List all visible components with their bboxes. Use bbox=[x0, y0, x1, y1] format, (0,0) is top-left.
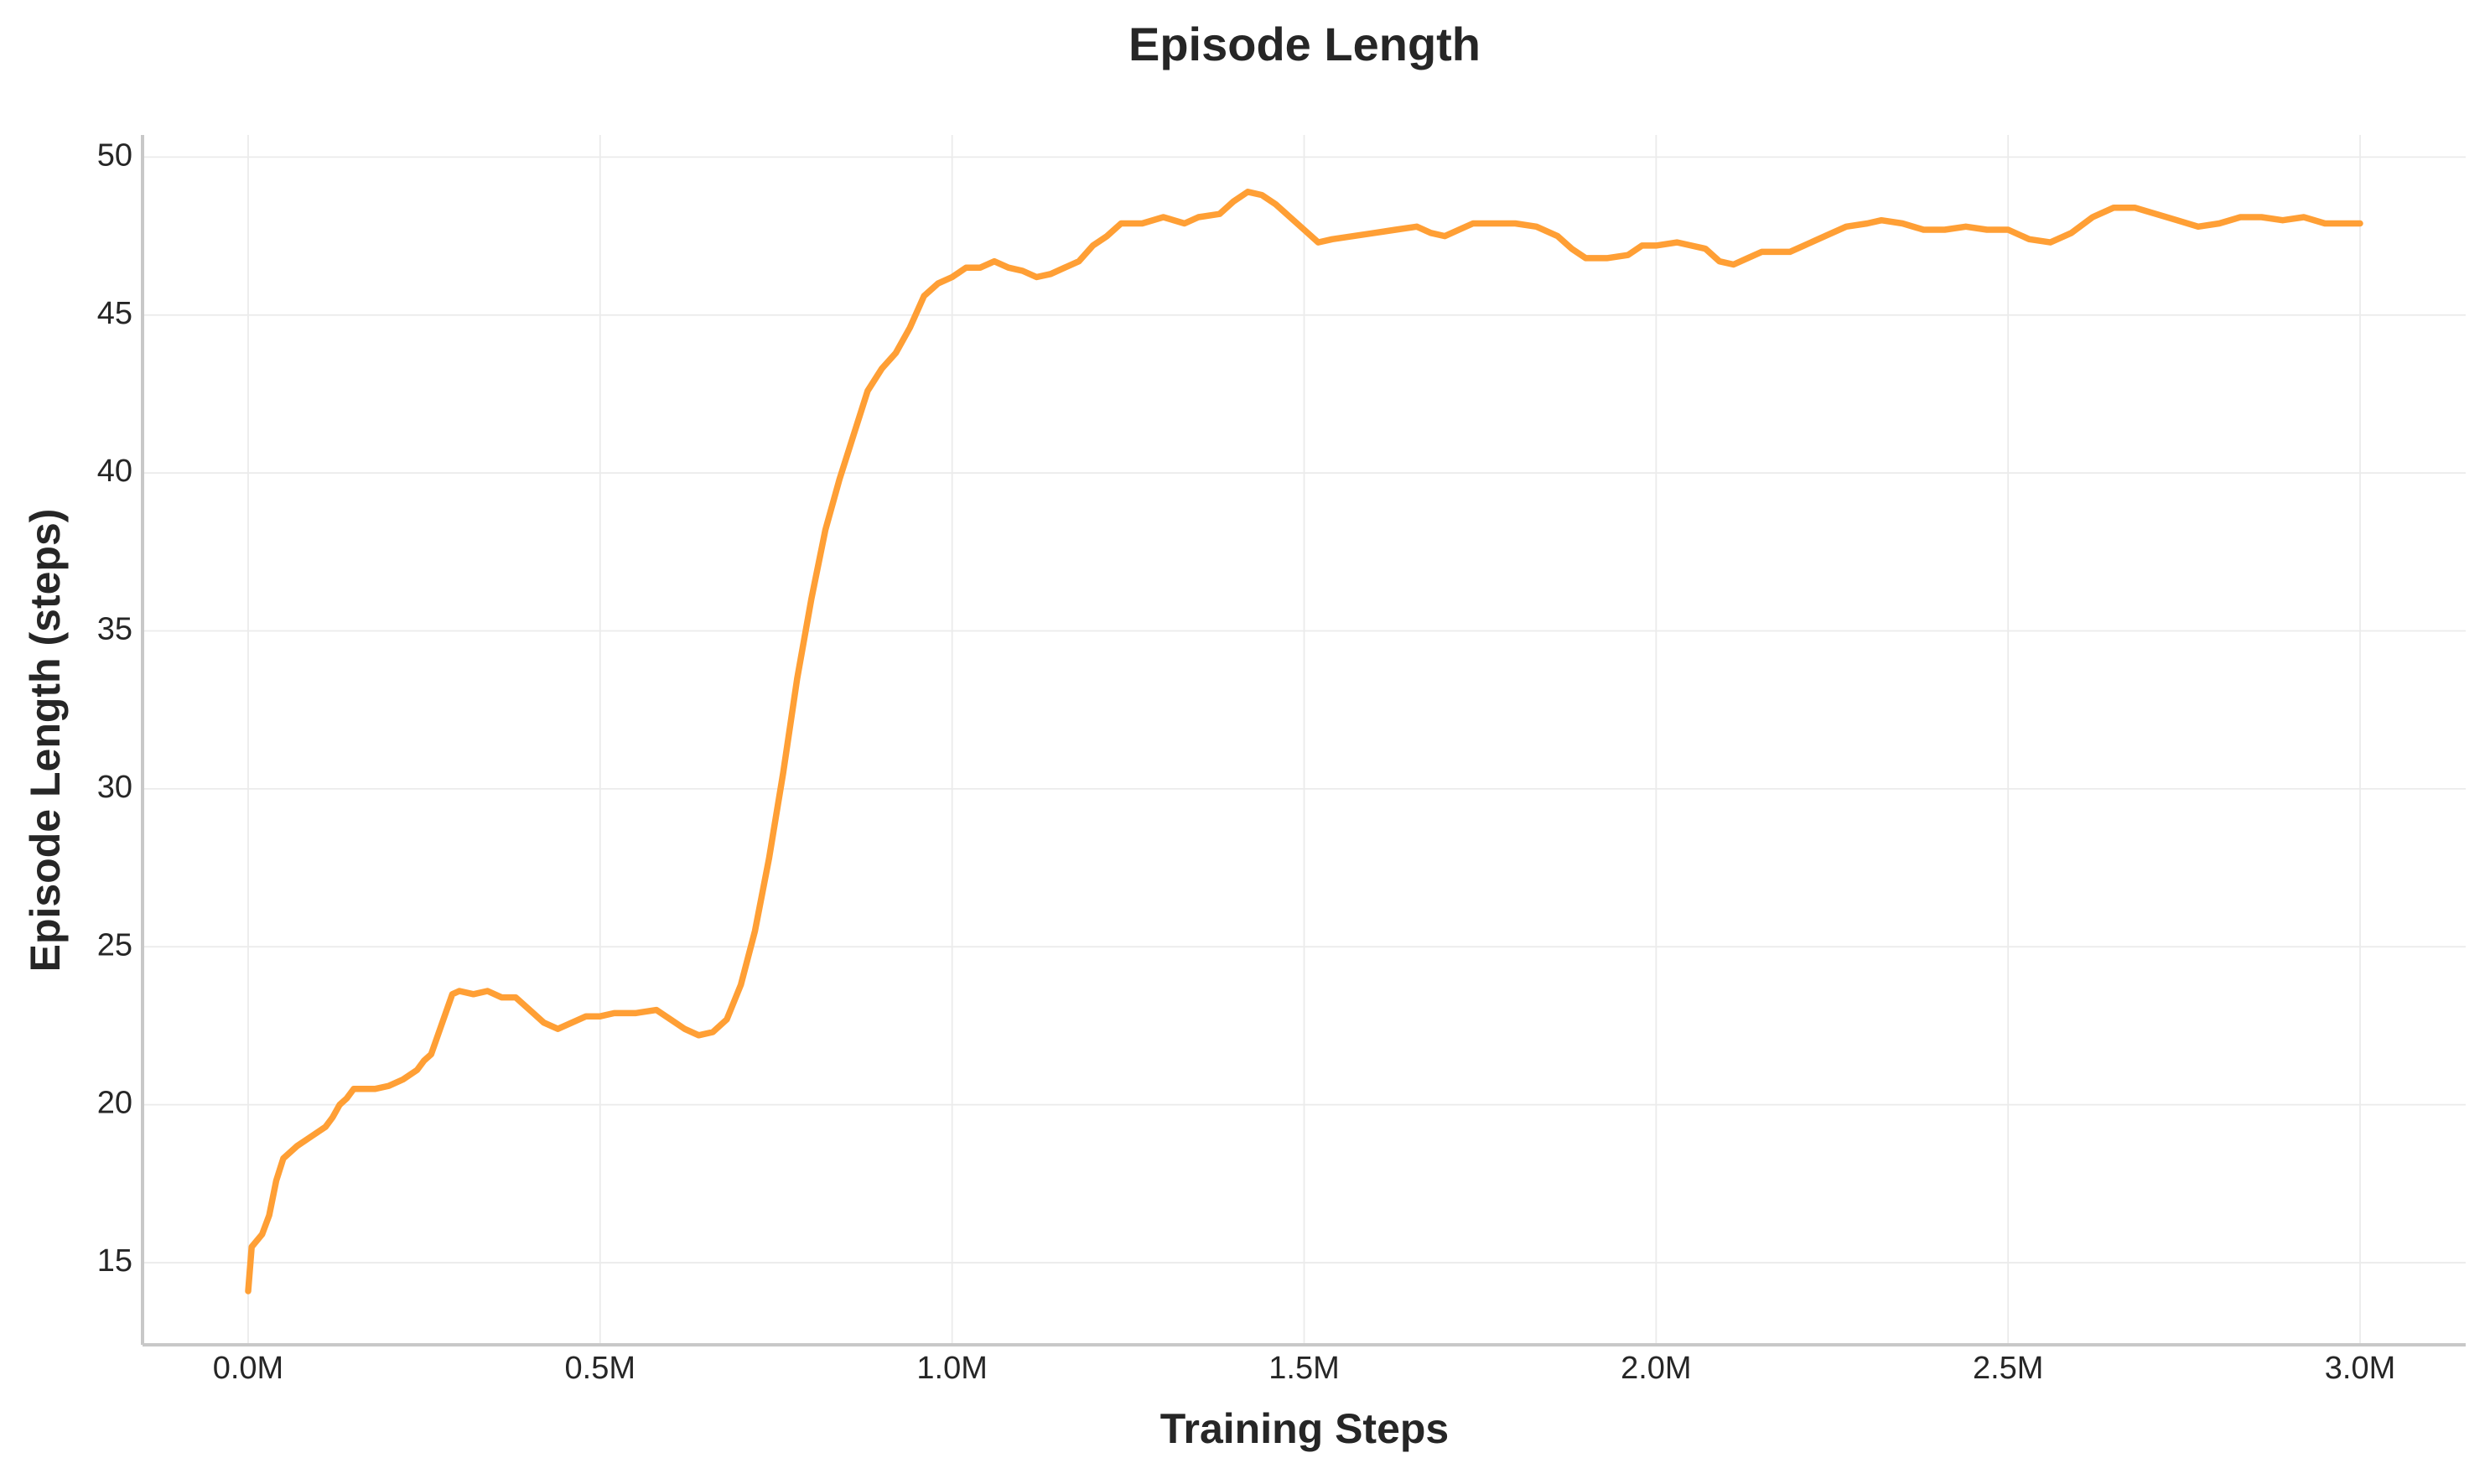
x-tick-label: 3.0M bbox=[2325, 1351, 2395, 1386]
y-tick-label: 25 bbox=[97, 927, 132, 963]
x-tick-label: 0.5M bbox=[565, 1351, 635, 1386]
x-tick-label: 1.5M bbox=[1268, 1351, 1339, 1386]
y-axis-label: Episode Length (steps) bbox=[22, 509, 69, 973]
y-tick-label: 50 bbox=[97, 138, 132, 173]
y-tick-label: 45 bbox=[97, 296, 132, 331]
chart-title: Episode Length bbox=[1128, 18, 1481, 70]
y-tick-label: 30 bbox=[97, 770, 132, 805]
y-tick-label: 40 bbox=[97, 454, 132, 489]
y-tick-label: 20 bbox=[97, 1086, 132, 1121]
data-line bbox=[245, 189, 2363, 1295]
x-tick-label: 1.0M bbox=[916, 1351, 987, 1386]
x-axis-label: Training Steps bbox=[1160, 1405, 1450, 1452]
y-tick-label: 35 bbox=[97, 612, 132, 647]
y-tick-label: 15 bbox=[97, 1243, 132, 1279]
x-tick-label: 2.0M bbox=[1621, 1351, 1691, 1386]
x-tick-label: 0.0M bbox=[213, 1351, 283, 1386]
x-tick-label: 2.5M bbox=[1973, 1351, 2043, 1386]
